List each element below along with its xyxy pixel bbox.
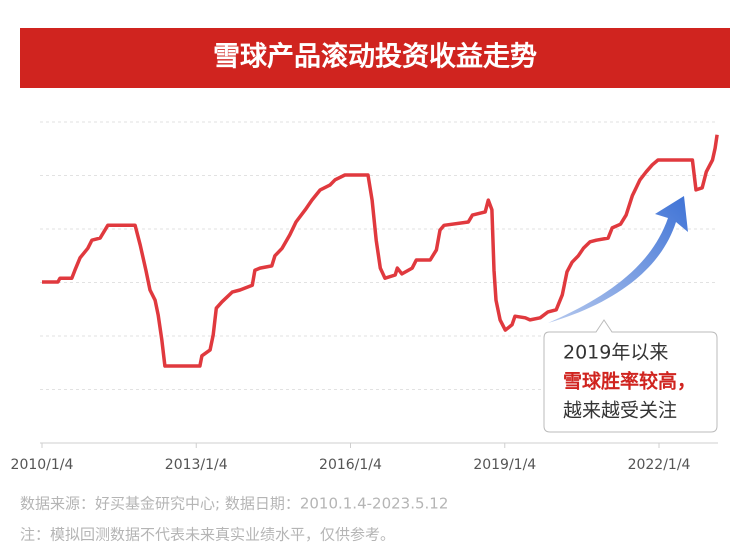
source-note: 数据来源：好买基金研究中心; 数据日期：2010.1.4-2023.5.12 xyxy=(20,495,448,513)
x-tick-label: 2013/1/4 xyxy=(165,457,228,473)
callout-text: 2019年以来 xyxy=(563,342,668,364)
x-tick-label: 2019/1/4 xyxy=(473,457,536,473)
callout-box xyxy=(543,319,718,433)
x-tick-label: 2022/1/4 xyxy=(628,457,691,473)
disclaimer: 注：模拟回测数据不代表未来真实业绩水平，仅供参考。 xyxy=(20,526,395,544)
data-line xyxy=(42,134,719,368)
title-banner xyxy=(20,28,730,88)
x-tick-label: 2010/1/4 xyxy=(11,457,74,473)
plot-area: 2010/1/4 2013/1/4 2016/1/4 2019/1/4 2022/1/4 xyxy=(11,121,719,473)
chart-title: 雪球产品滚动投资收益走势 xyxy=(213,41,537,73)
x-tick-label: 2016/1/4 xyxy=(319,457,382,473)
callout-text: 越来越受关注 xyxy=(563,400,677,422)
callout-highlight: 雪球胜率较高， xyxy=(563,370,696,393)
arrow xyxy=(548,196,688,323)
